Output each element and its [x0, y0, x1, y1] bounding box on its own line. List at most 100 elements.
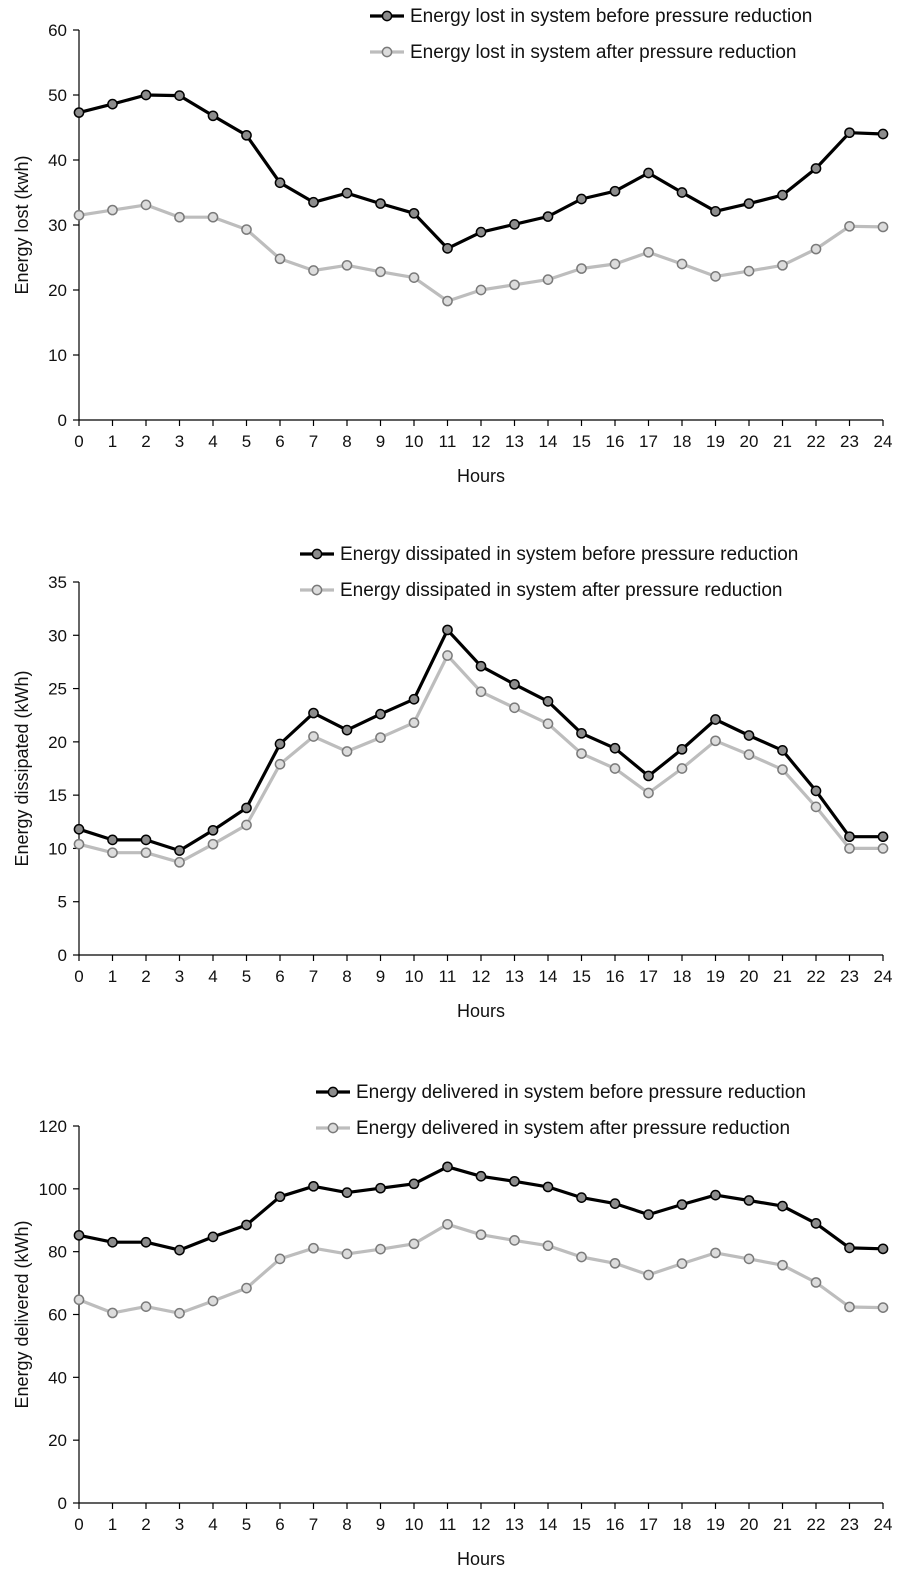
data-point-after: [241, 819, 252, 831]
x-tick-label: 19: [706, 1515, 725, 1534]
data-point-after: [341, 1248, 353, 1260]
x-tick-label: 7: [309, 967, 318, 986]
data-point-before: [844, 127, 855, 139]
data-point-after: [643, 1269, 654, 1281]
x-tick-label: 11: [439, 1515, 457, 1534]
y-tick-label: 60: [48, 1306, 67, 1325]
x-tick-label: 19: [706, 967, 725, 986]
x-tick-label: 6: [275, 967, 284, 986]
data-point-before: [207, 1231, 219, 1243]
data-point-after: [174, 211, 185, 223]
data-point-after: [877, 1302, 889, 1313]
data-point-before: [140, 89, 152, 101]
data-point-after: [777, 764, 788, 775]
data-point-before: [442, 1161, 453, 1173]
x-tick-label: 20: [740, 967, 759, 986]
data-point-after: [710, 1247, 721, 1259]
data-point-after: [877, 221, 889, 233]
data-point-before: [542, 1181, 554, 1193]
x-tick-label: 18: [673, 432, 692, 451]
data-point-before: [877, 128, 889, 140]
data-point-after: [140, 847, 152, 859]
x-tick-label: 21: [773, 967, 792, 986]
data-point-after: [408, 272, 420, 283]
data-point-before: [777, 745, 788, 756]
x-tick-label: 2: [141, 1515, 150, 1534]
data-point-after: [73, 838, 85, 850]
x-tick-label: 9: [376, 432, 385, 451]
data-point-before: [710, 714, 721, 725]
data-point-before: [643, 1209, 654, 1220]
legend-marker-after: [327, 1122, 339, 1134]
x-tick-label: 13: [505, 1515, 524, 1534]
x-tick-label: 16: [606, 1515, 625, 1534]
x-tick-label: 6: [275, 1515, 284, 1534]
data-point-after: [73, 1294, 85, 1306]
data-point-before: [509, 219, 520, 230]
data-point-before: [509, 678, 520, 690]
x-tick-label: 20: [740, 432, 759, 451]
x-tick-label: 10: [405, 432, 424, 451]
x-tick-label: 0: [74, 1515, 83, 1534]
y-tick-label: 30: [48, 626, 67, 645]
data-point-after: [743, 749, 755, 760]
data-point-before: [73, 823, 85, 835]
data-point-after: [442, 650, 453, 661]
x-axis-title: Hours: [457, 1549, 505, 1569]
data-point-after: [107, 1307, 118, 1319]
legend-marker-before: [381, 10, 393, 22]
x-tick-label: 23: [840, 967, 859, 986]
data-point-after: [241, 224, 252, 235]
data-point-after: [509, 279, 520, 291]
x-tick-label: 12: [472, 967, 491, 986]
data-point-before: [777, 189, 788, 201]
data-point-after: [241, 1282, 252, 1294]
x-tick-label: 15: [572, 432, 591, 451]
data-point-before: [308, 196, 319, 208]
data-point-before: [241, 802, 252, 814]
x-tick-label: 14: [539, 967, 558, 986]
x-tick-label: 24: [874, 967, 893, 986]
data-point-after: [810, 801, 822, 813]
data-point-before: [375, 198, 386, 209]
data-point-after: [810, 1277, 822, 1288]
x-tick-label: 24: [874, 432, 893, 451]
x-tick-label: 17: [639, 432, 658, 451]
data-point-after: [73, 209, 85, 221]
data-point-before: [609, 1198, 621, 1209]
data-point-before: [140, 834, 152, 846]
data-point-after: [274, 1253, 286, 1265]
x-tick-label: 17: [639, 1515, 658, 1534]
x-tick-label: 4: [208, 432, 217, 451]
data-point-before: [676, 187, 688, 198]
y-tick-label: 10: [48, 839, 67, 858]
data-point-before: [107, 834, 118, 846]
x-tick-label: 18: [673, 967, 692, 986]
x-tick-label: 8: [342, 1515, 351, 1534]
y-tick-label: 40: [48, 1368, 67, 1387]
y-tick-label: 10: [48, 346, 67, 365]
data-point-before: [743, 198, 755, 209]
x-tick-label: 14: [539, 432, 558, 451]
data-point-after: [475, 1229, 487, 1241]
x-tick-label: 2: [141, 432, 150, 451]
x-tick-label: 22: [807, 1515, 826, 1534]
data-point-after: [408, 717, 420, 729]
x-tick-label: 2: [141, 967, 150, 986]
data-point-before: [274, 177, 286, 189]
data-point-after: [308, 265, 319, 276]
data-point-before: [509, 1175, 520, 1187]
data-point-after: [576, 748, 587, 759]
y-tick-label: 5: [58, 893, 67, 912]
x-tick-label: 6: [275, 432, 284, 451]
x-tick-label: 7: [309, 432, 318, 451]
legend-marker-before: [311, 548, 323, 560]
x-tick-label: 0: [74, 967, 83, 986]
data-point-after: [676, 1258, 688, 1269]
data-point-before: [676, 743, 688, 755]
x-tick-label: 14: [539, 1515, 558, 1534]
x-tick-label: 8: [342, 967, 351, 986]
x-tick-label: 9: [376, 967, 385, 986]
